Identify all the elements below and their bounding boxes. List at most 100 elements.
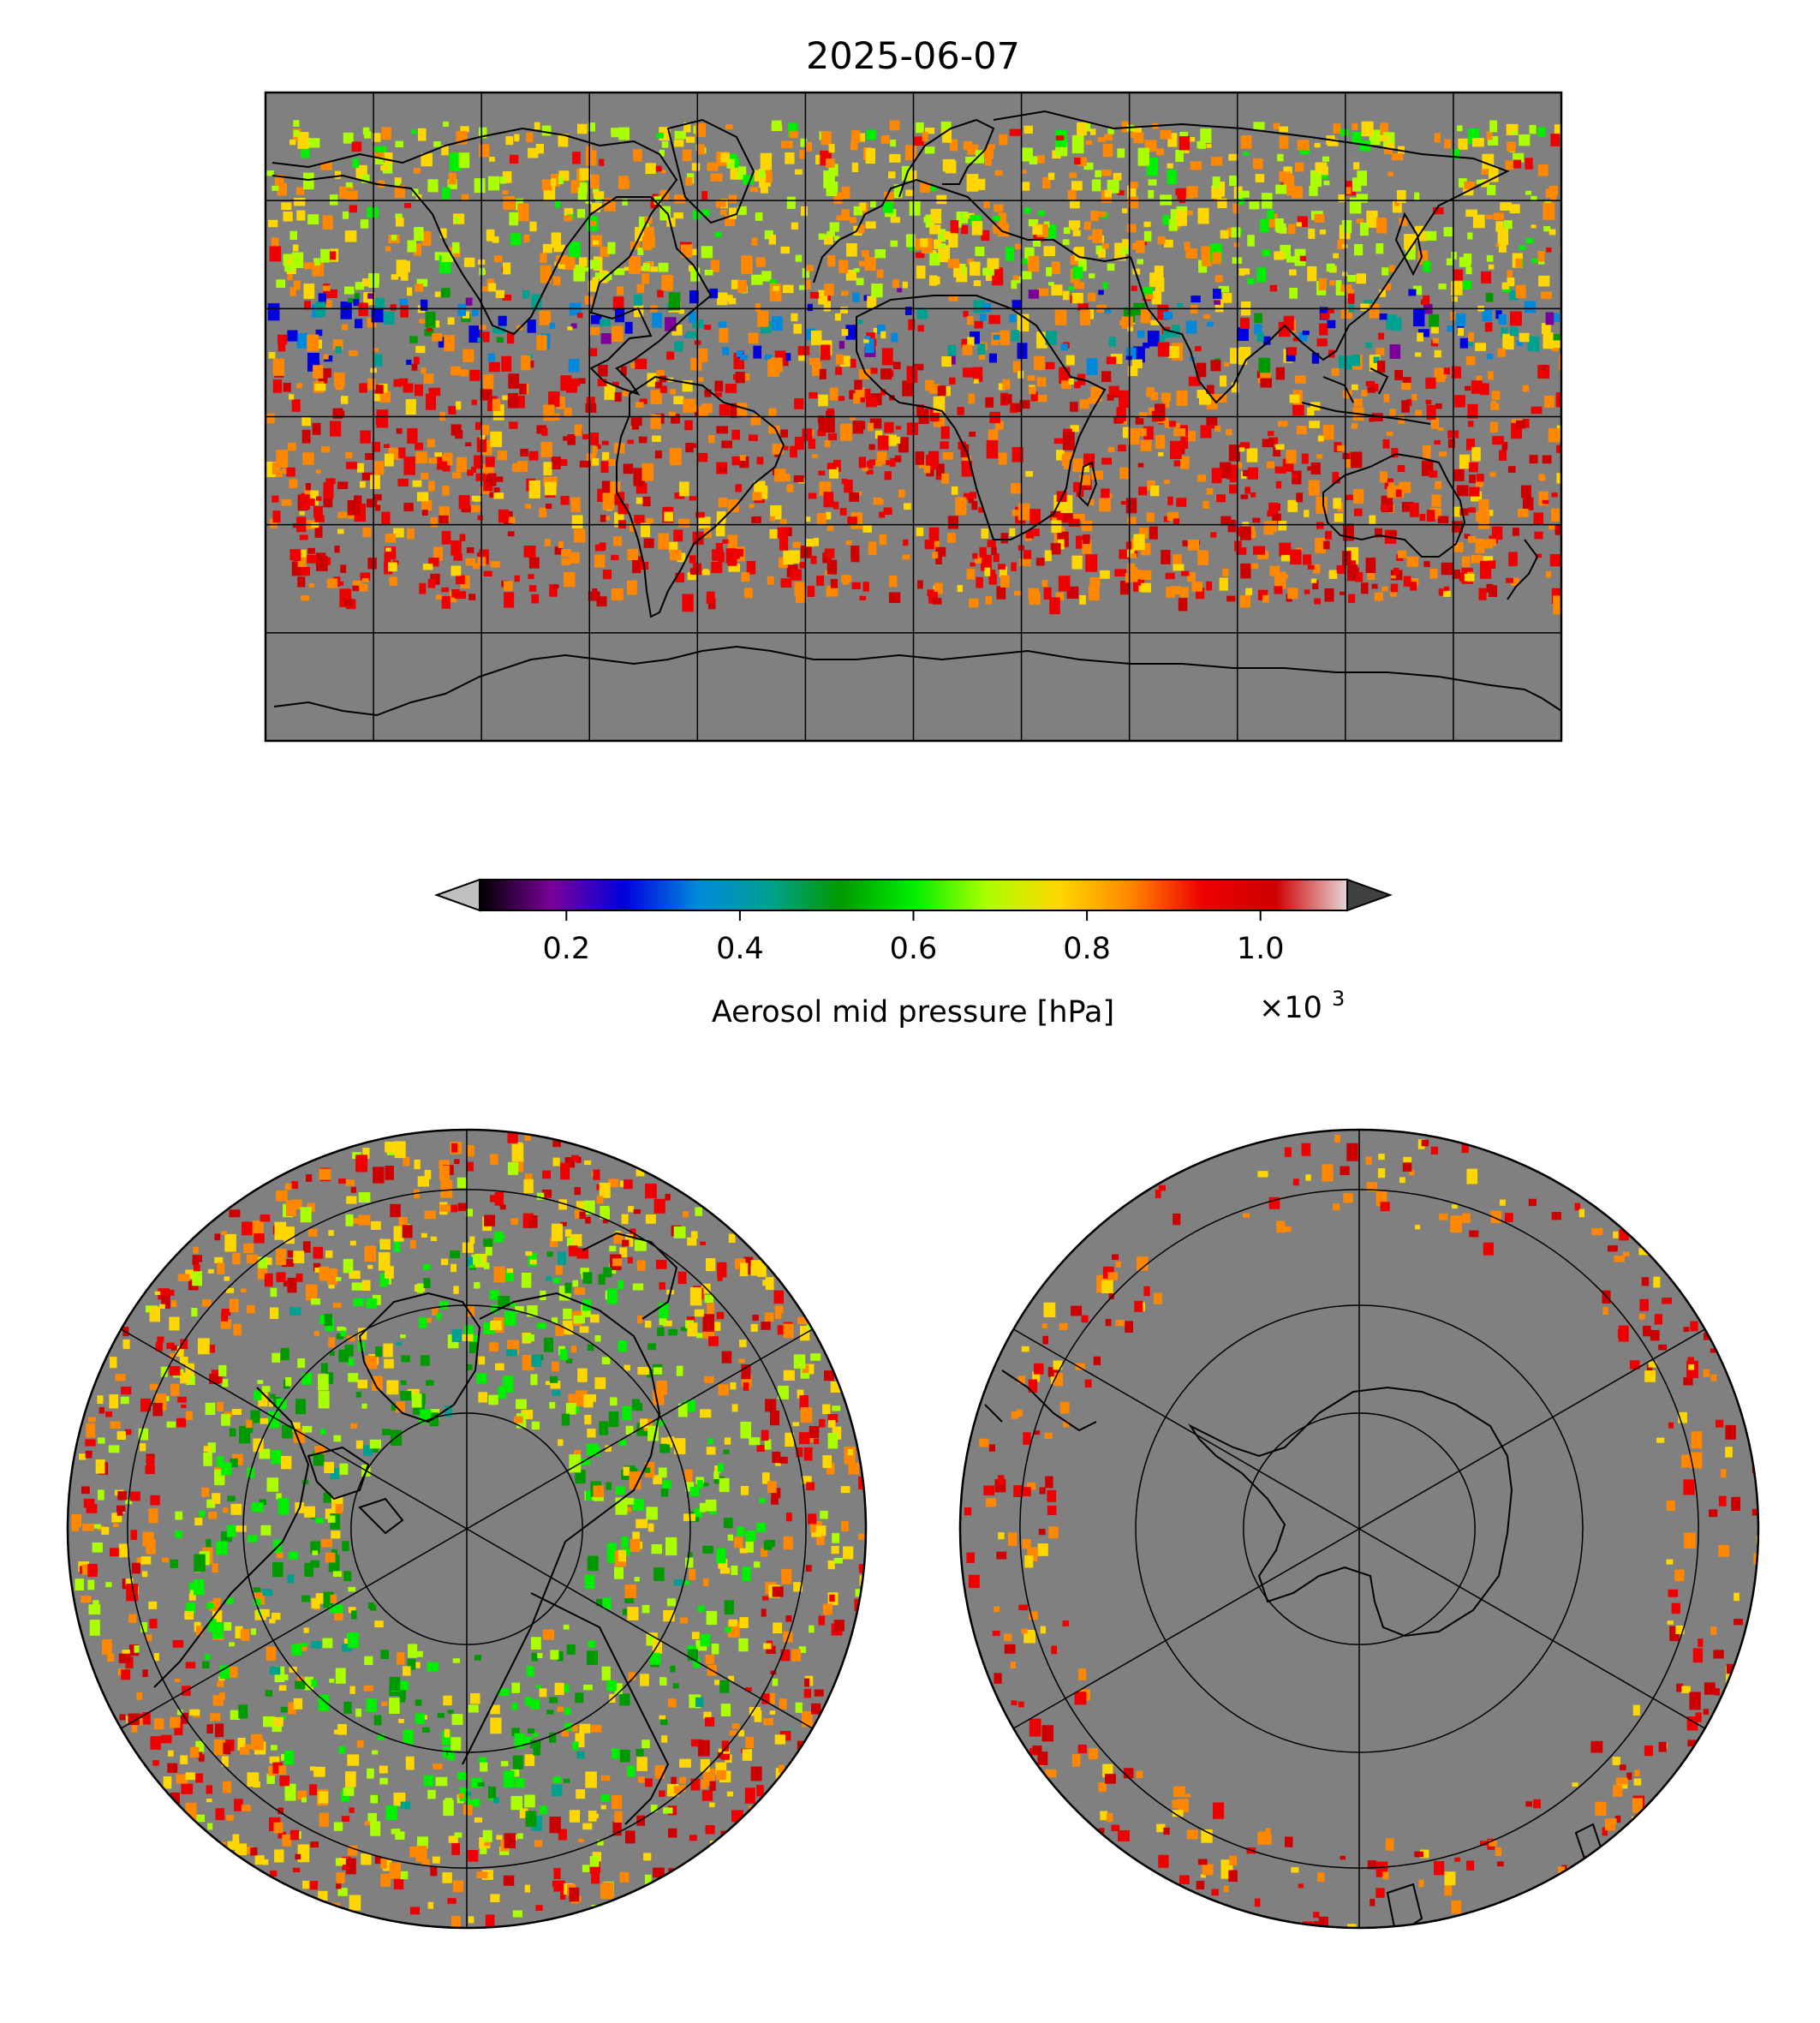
aerosol-pixel (250, 1628, 256, 1635)
aerosol-pixel (1047, 1505, 1057, 1515)
aerosol-pixel (1135, 417, 1144, 425)
aerosol-pixel (705, 1655, 714, 1664)
aerosol-pixel (181, 1783, 194, 1794)
aerosol-pixel (303, 1627, 309, 1633)
aerosol-pixel (292, 1422, 301, 1433)
aerosol-pixel (241, 1805, 251, 1811)
aerosol-pixel (705, 1499, 717, 1512)
aerosol-pixel (1307, 407, 1315, 416)
aerosol-pixel (93, 1524, 101, 1529)
colorbar-tick-label: 0.4 (716, 932, 764, 966)
aerosol-pixel (1127, 326, 1133, 331)
coastline-siberia-polar (530, 1592, 670, 1825)
aerosol-pixel (592, 1813, 599, 1818)
aerosol-pixel (703, 1483, 709, 1487)
aerosol-pixel (195, 1740, 205, 1752)
aerosol-pixel (1444, 139, 1452, 149)
aerosol-pixel (219, 1665, 230, 1680)
aerosol-pixel (575, 1470, 586, 1484)
aerosol-pixel (191, 1308, 198, 1317)
aerosol-pixel (624, 1179, 633, 1190)
aerosol-pixel (1045, 331, 1058, 345)
aerosol-pixel (301, 567, 310, 576)
aerosol-pixel (865, 147, 875, 164)
aerosol-pixel (508, 373, 520, 389)
aerosol-pixel (1170, 440, 1182, 459)
aerosol-pixel (231, 1409, 242, 1415)
aerosol-pixel (535, 1685, 541, 1689)
aerosol-pixel (1714, 1688, 1720, 1696)
aerosol-pixel (858, 421, 866, 430)
aerosol-pixel (749, 187, 759, 193)
aerosol-pixel (243, 1243, 254, 1254)
aerosol-pixel (595, 445, 601, 449)
aerosol-pixel (1373, 356, 1380, 363)
aerosol-pixel (836, 215, 845, 221)
aerosol-pixel (1274, 251, 1285, 260)
aerosol-pixel (572, 152, 581, 164)
aerosol-pixel (735, 372, 745, 384)
aerosol-pixel (333, 1729, 341, 1734)
aerosol-pixel (1478, 588, 1487, 600)
aerosol-pixel (1314, 598, 1321, 605)
aerosol-pixel (779, 474, 791, 481)
aerosol-pixel (1542, 455, 1552, 464)
aerosol-pixel (622, 391, 630, 397)
aerosol-pixel (319, 1429, 326, 1435)
aerosol-pixel (424, 1210, 436, 1220)
aerosol-pixel (1086, 358, 1098, 375)
aerosol-pixel (1468, 507, 1476, 513)
aerosol-pixel (1687, 1357, 1694, 1364)
aerosol-pixel (1105, 1318, 1112, 1327)
aerosol-pixel (448, 1835, 458, 1843)
aerosol-pixel (1177, 188, 1186, 200)
aerosol-pixel (571, 515, 583, 528)
aerosol-pixel (727, 1534, 734, 1541)
aerosol-pixel (1538, 275, 1550, 287)
longitude-line (1013, 1328, 1360, 1530)
aerosol-pixel (1397, 465, 1405, 472)
aerosol-pixel (894, 455, 902, 462)
aerosol-pixel (687, 1237, 697, 1246)
aerosol-pixel (512, 1755, 523, 1769)
aerosol-pixel (1196, 1881, 1205, 1889)
aerosol-pixel (315, 469, 321, 474)
aerosol-pixel (176, 1417, 187, 1428)
aerosol-pixel (1678, 1411, 1687, 1423)
aerosol-pixel (289, 549, 301, 561)
aerosol-pixel (417, 492, 429, 502)
aerosol-pixel (561, 1729, 570, 1737)
aerosol-pixel (610, 481, 621, 495)
aerosol-pixel (1243, 1213, 1250, 1218)
aerosol-pixel (1410, 582, 1417, 591)
aerosol-pixel (940, 121, 952, 137)
aerosol-pixel (456, 1177, 468, 1188)
aerosol-pixel (1508, 552, 1518, 567)
aerosol-pixel (1353, 489, 1364, 504)
aerosol-pixel (252, 1739, 265, 1751)
aerosol-pixel (1318, 1916, 1328, 1928)
aerosol-pixel (654, 165, 662, 172)
aerosol-pixel (774, 1734, 786, 1745)
aerosol-pixel (870, 367, 878, 374)
aerosol-pixel (594, 1377, 606, 1389)
aerosol-pixel (1188, 376, 1201, 386)
aerosol-pixel (709, 288, 719, 299)
aerosol-pixel (577, 1368, 588, 1382)
aerosol-pixel (424, 1317, 432, 1323)
aerosol-pixel (1210, 532, 1217, 538)
aerosol-pixel (784, 353, 791, 361)
aerosol-pixel (441, 530, 451, 545)
aerosol-pixel (602, 570, 612, 580)
aerosol-pixel (207, 1268, 214, 1274)
aerosol-pixel (350, 1846, 358, 1854)
aerosol-pixel (1180, 437, 1189, 449)
aerosol-pixel (1455, 313, 1466, 326)
aerosol-pixel (909, 247, 916, 252)
aerosol-pixel (740, 1421, 751, 1439)
aerosol-pixel (474, 1655, 481, 1661)
aerosol-pixel (1327, 319, 1336, 329)
aerosol-pixel (528, 147, 539, 158)
aerosol-pixel (963, 311, 969, 318)
aerosol-pixel (1342, 390, 1352, 399)
